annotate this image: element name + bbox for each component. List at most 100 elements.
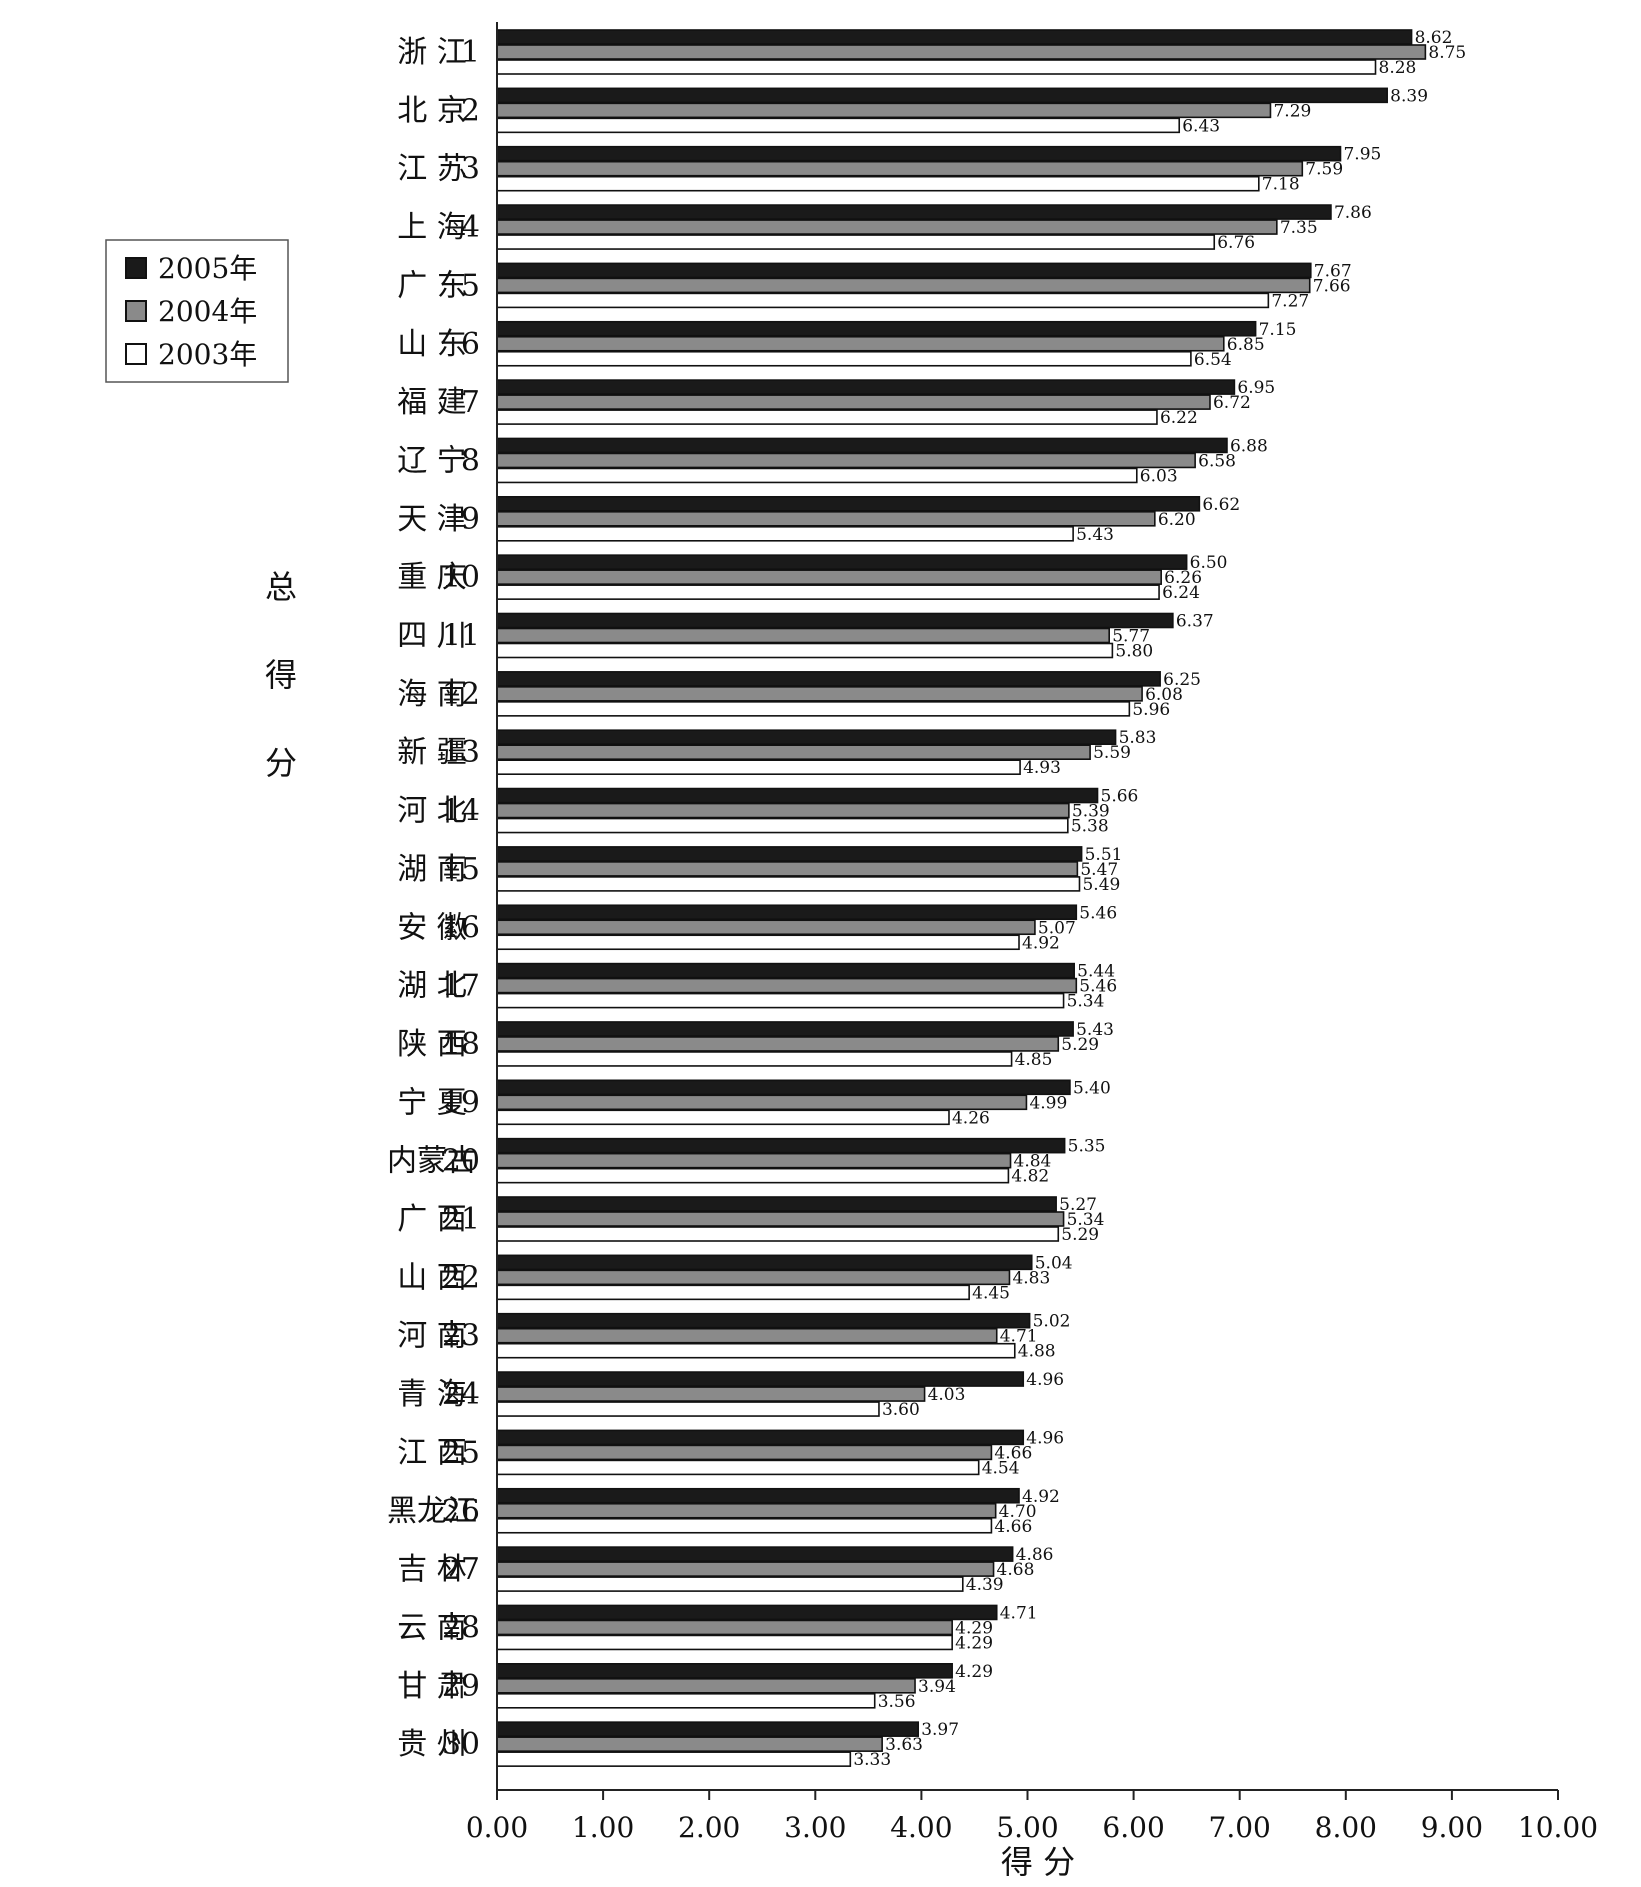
bar [496,1269,1011,1286]
bar [496,1284,970,1301]
data-label: 5.04 [1035,1253,1073,1273]
bar [496,904,1078,921]
bar [496,1459,980,1476]
bar [496,1634,953,1651]
bar [496,627,1110,644]
data-label: 4.29 [955,1662,993,1682]
data-label: 4.54 [982,1458,1020,1478]
bar [496,117,1181,134]
bar [496,919,1036,936]
legend-label: 2004年 [158,295,257,328]
bar [496,1678,916,1694]
data-label: 6.58 [1198,451,1236,471]
x-tick-label: 6.00 [1102,1811,1164,1844]
bar [496,495,1201,512]
data-label: 4.29 [955,1618,993,1638]
category-rank: 5 [461,268,480,303]
data-label: 4.96 [1026,1370,1064,1390]
bar [496,510,1156,527]
bar [496,204,1332,220]
bar [496,102,1272,119]
bar [496,1312,1031,1329]
data-label: 4.88 [1018,1342,1056,1362]
category-name: 湖 南 [397,852,467,887]
bar [496,876,1081,892]
bar [496,1604,998,1621]
data-label: 5.49 [1082,875,1120,895]
bar [496,59,1377,75]
bar [496,1386,926,1402]
data-label: 4.84 [1014,1152,1052,1172]
data-label: 5.07 [1038,918,1076,938]
data-label: 6.08 [1145,685,1183,705]
category-rank: 30 [442,1727,480,1762]
category-name: 贵 州 [397,1727,467,1762]
category-rank: 24 [442,1377,480,1412]
data-label: 4.92 [1022,933,1060,953]
category-name: 河 北 [397,794,467,829]
bar [496,467,1138,484]
data-label: 6.54 [1194,350,1232,370]
data-label: 4.83 [1012,1268,1050,1288]
category-name: 宁 夏 [397,1085,467,1120]
data-label: 7.86 [1334,203,1372,223]
data-label: 7.67 [1314,261,1352,281]
bar [496,1021,1074,1037]
bar [496,612,1174,629]
category-rank: 6 [461,327,480,362]
data-label: 7.66 [1313,276,1351,296]
category-rank: 28 [442,1610,480,1645]
category-rank: 22 [442,1260,480,1295]
x-tick-label: 5.00 [996,1811,1058,1844]
bar [496,1094,1028,1111]
category-name: 天 津 [397,502,467,537]
data-label: 5.47 [1080,860,1118,880]
data-label: 7.27 [1271,291,1309,311]
bar [496,219,1278,235]
category-name: 云 南 [397,1610,467,1645]
data-label: 8.39 [1390,86,1428,106]
y-axis-title-char: 总 [265,568,297,606]
category-rank: 29 [442,1669,480,1704]
bar [496,350,1192,367]
bar [496,320,1257,337]
category-name: 海 南 [397,677,467,712]
bar [496,1152,1012,1169]
legend-swatch [125,300,147,322]
bar [496,1736,883,1752]
category-name: 安 徽 [397,910,467,945]
category-name: 广 西 [397,1202,467,1237]
data-label: 5.02 [1033,1312,1071,1332]
bar [496,1502,997,1519]
category-rank: 26 [442,1494,480,1529]
data-label: 5.51 [1085,845,1123,865]
bar [496,160,1304,177]
data-label: 8.28 [1379,58,1417,78]
data-label: 5.35 [1068,1137,1106,1157]
bar [496,977,1078,994]
data-label: 5.96 [1132,700,1170,720]
data-label: 5.40 [1073,1078,1111,1098]
category-rank: 9 [461,502,480,537]
data-label: 3.94 [918,1677,956,1697]
category-name: 湖 北 [397,969,467,1004]
bar [496,1211,1065,1227]
category-name: 青 海 [397,1377,467,1412]
data-label: 5.46 [1079,977,1117,997]
bar [496,1429,1025,1446]
x-tick-label: 3.00 [784,1811,846,1844]
data-label: 4.85 [1015,1050,1053,1070]
category-rank: 4 [461,210,480,245]
category-name: 福 建 [397,385,467,420]
data-label: 6.76 [1217,233,1255,253]
data-label: 5.39 [1072,802,1110,822]
legend-label: 2005年 [158,252,257,285]
category-labels-layer: 浙 江1北 京2江 苏3上 海4广 东5山 东6福 建7辽 宁8天 津9重 庆1… [387,35,480,1762]
data-label: 7.18 [1262,175,1300,195]
category-rank: 3 [461,152,480,187]
bar [496,29,1413,45]
data-label: 8.62 [1415,28,1453,48]
data-label: 5.59 [1093,743,1131,763]
data-label: 3.33 [853,1750,891,1770]
